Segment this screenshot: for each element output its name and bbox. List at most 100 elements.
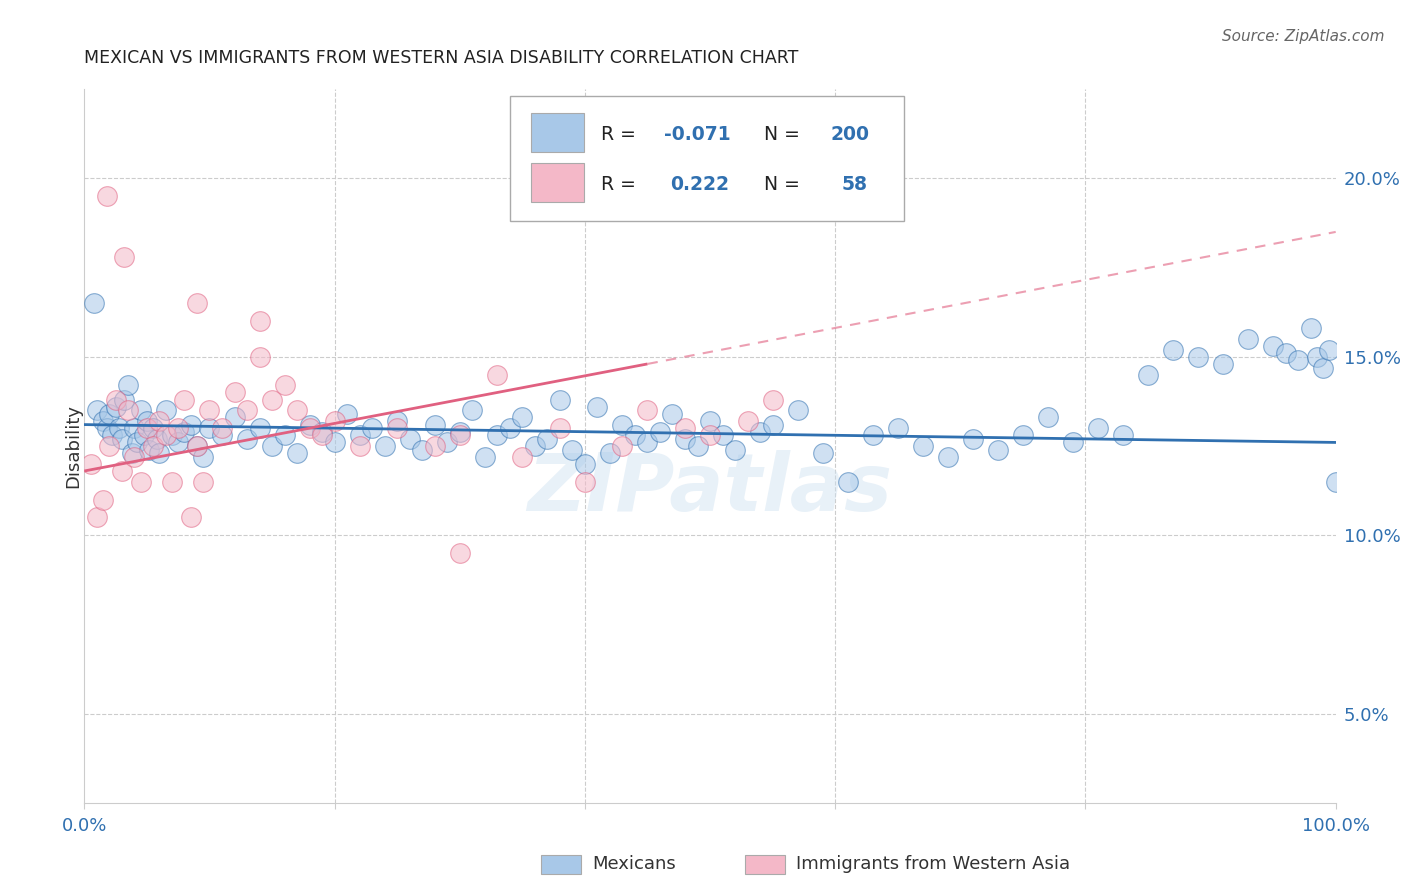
Point xyxy=(285,446,308,460)
Point xyxy=(661,407,683,421)
Point xyxy=(173,425,195,439)
Point xyxy=(486,428,509,442)
Point xyxy=(134,428,156,442)
Text: 58: 58 xyxy=(841,175,868,194)
Point xyxy=(512,450,534,464)
FancyBboxPatch shape xyxy=(510,96,904,221)
Point xyxy=(236,432,259,446)
Text: Mexicans: Mexicans xyxy=(592,855,676,873)
Point xyxy=(385,421,409,435)
Point xyxy=(211,428,233,442)
Text: -0.071: -0.071 xyxy=(664,125,730,144)
Point xyxy=(1112,428,1135,442)
Point xyxy=(762,417,785,432)
Point xyxy=(911,439,934,453)
Point xyxy=(98,439,121,453)
Point xyxy=(91,492,114,507)
Point xyxy=(112,250,135,264)
Point xyxy=(349,439,371,453)
Point xyxy=(249,314,271,328)
Point xyxy=(811,446,834,460)
Point xyxy=(786,403,808,417)
Point xyxy=(167,421,190,435)
Point xyxy=(548,392,571,407)
Point xyxy=(724,442,747,457)
Point xyxy=(612,417,634,432)
Bar xyxy=(531,112,583,152)
Point xyxy=(962,432,984,446)
Point xyxy=(121,446,143,460)
Point xyxy=(79,457,101,471)
Point xyxy=(1324,475,1347,489)
Point xyxy=(91,414,114,428)
Point xyxy=(711,428,734,442)
Point xyxy=(186,439,208,453)
Point xyxy=(136,414,159,428)
Point xyxy=(148,414,170,428)
Point xyxy=(173,392,195,407)
Point xyxy=(262,392,284,407)
Point xyxy=(762,392,785,407)
Point xyxy=(1274,346,1296,360)
Point xyxy=(523,439,546,453)
Point xyxy=(262,439,284,453)
Point xyxy=(436,435,458,450)
Point xyxy=(548,421,571,435)
Point xyxy=(98,407,121,421)
Point xyxy=(837,475,859,489)
Point xyxy=(236,403,259,417)
Point xyxy=(101,428,124,442)
Point xyxy=(1036,410,1059,425)
Point xyxy=(180,510,202,524)
Point xyxy=(160,428,183,442)
Point xyxy=(112,392,135,407)
Point xyxy=(83,296,105,310)
Point xyxy=(637,403,659,417)
Point xyxy=(142,421,165,435)
Point xyxy=(198,421,221,435)
Point xyxy=(129,475,152,489)
Point xyxy=(1137,368,1160,382)
Point xyxy=(323,435,346,450)
Point xyxy=(311,428,333,442)
Point xyxy=(461,403,484,417)
Point xyxy=(536,432,558,446)
Point xyxy=(398,432,420,446)
Point xyxy=(561,442,583,457)
Point xyxy=(224,410,246,425)
Point xyxy=(323,414,346,428)
Point xyxy=(486,368,509,382)
Point xyxy=(224,385,246,400)
Point xyxy=(1312,360,1334,375)
Point xyxy=(104,400,127,414)
Point xyxy=(1299,321,1322,335)
Point xyxy=(298,417,321,432)
Point xyxy=(193,450,215,464)
Point xyxy=(285,403,308,417)
Point xyxy=(474,450,496,464)
Point xyxy=(1263,339,1285,353)
Point xyxy=(155,403,177,417)
Point xyxy=(1187,350,1209,364)
Text: MEXICAN VS IMMIGRANTS FROM WESTERN ASIA DISABILITY CORRELATION CHART: MEXICAN VS IMMIGRANTS FROM WESTERN ASIA … xyxy=(84,49,799,67)
Point xyxy=(673,432,696,446)
Point xyxy=(1212,357,1234,371)
Point xyxy=(86,403,108,417)
Point xyxy=(1306,350,1329,364)
Point xyxy=(111,464,134,478)
Point xyxy=(1237,332,1260,346)
Point xyxy=(186,439,208,453)
Point xyxy=(86,510,108,524)
Point xyxy=(737,414,759,428)
Point xyxy=(411,442,433,457)
Point xyxy=(186,296,208,310)
Point xyxy=(148,446,170,460)
Point xyxy=(298,421,321,435)
Text: 0.222: 0.222 xyxy=(671,175,728,194)
Text: R =: R = xyxy=(602,175,643,194)
Point xyxy=(160,475,183,489)
Point xyxy=(385,414,409,428)
Point xyxy=(648,425,671,439)
Point xyxy=(167,435,190,450)
Point xyxy=(936,450,959,464)
